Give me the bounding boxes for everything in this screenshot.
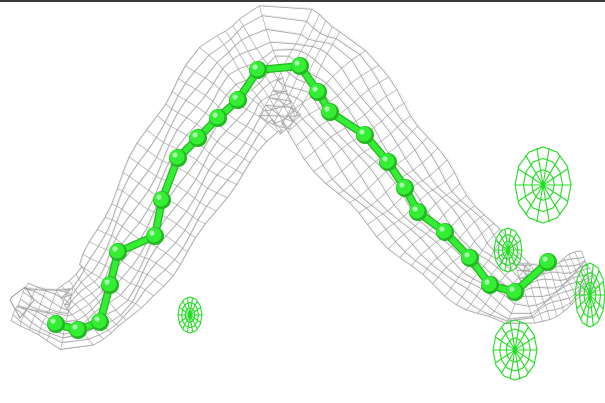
atom-highlight: [94, 316, 100, 322]
extra-density-blob: [514, 146, 572, 224]
atom-highlight: [72, 324, 78, 330]
atom-body: [249, 61, 265, 77]
atom-highlight: [312, 86, 318, 92]
extra-density-blob: [492, 319, 538, 381]
extra-density-blob: [574, 262, 605, 328]
atom-body: [109, 243, 125, 259]
extra-density-blob: [177, 296, 203, 334]
atom-body: [69, 321, 85, 337]
atom-body: [209, 109, 225, 125]
mesh-end-cap: [9, 286, 35, 319]
atom-body: [396, 179, 412, 195]
atom-highlight: [104, 279, 110, 285]
atom-body: [91, 313, 107, 329]
atom-highlight: [439, 226, 445, 232]
atom-highlight: [382, 156, 388, 162]
atom-body: [409, 203, 425, 219]
atom-highlight: [294, 60, 300, 66]
atom-highlight: [112, 246, 118, 252]
atom-body: [169, 149, 185, 165]
atom-highlight: [464, 252, 470, 258]
atom-body: [291, 57, 307, 73]
atom-highlight: [509, 286, 515, 292]
atom-chain: [47, 57, 557, 339]
atom-body: [506, 283, 522, 299]
atom-body: [47, 315, 63, 331]
atom-body: [539, 253, 555, 269]
extra-density-blob: [493, 227, 523, 273]
atom-highlight: [232, 94, 238, 100]
extra-density-mesh: [9, 146, 605, 381]
atom-body: [436, 223, 452, 239]
atom-highlight: [324, 106, 330, 112]
atom-body: [321, 103, 337, 119]
atom-highlight: [172, 152, 178, 158]
top-border-line: [0, 0, 605, 2]
atom-body: [309, 83, 325, 99]
atom-highlight: [50, 318, 56, 324]
atom-highlight: [359, 129, 365, 135]
atom-highlight: [212, 112, 218, 118]
atom-highlight: [192, 132, 198, 138]
atom-body: [153, 191, 169, 207]
atom-body: [461, 249, 477, 265]
atom-body: [379, 153, 395, 169]
atom-body: [356, 126, 372, 142]
atom-highlight: [149, 230, 155, 236]
atom-highlight: [252, 64, 258, 70]
atom-highlight: [412, 206, 418, 212]
atom-body: [481, 276, 497, 292]
atom-highlight: [399, 182, 405, 188]
atom-body: [189, 129, 205, 145]
atom-body: [229, 91, 245, 107]
atom-highlight: [484, 279, 490, 285]
atom-body: [146, 227, 162, 243]
atom-body: [101, 276, 117, 292]
atom-highlight: [542, 256, 548, 262]
atom-highlight: [156, 194, 162, 200]
